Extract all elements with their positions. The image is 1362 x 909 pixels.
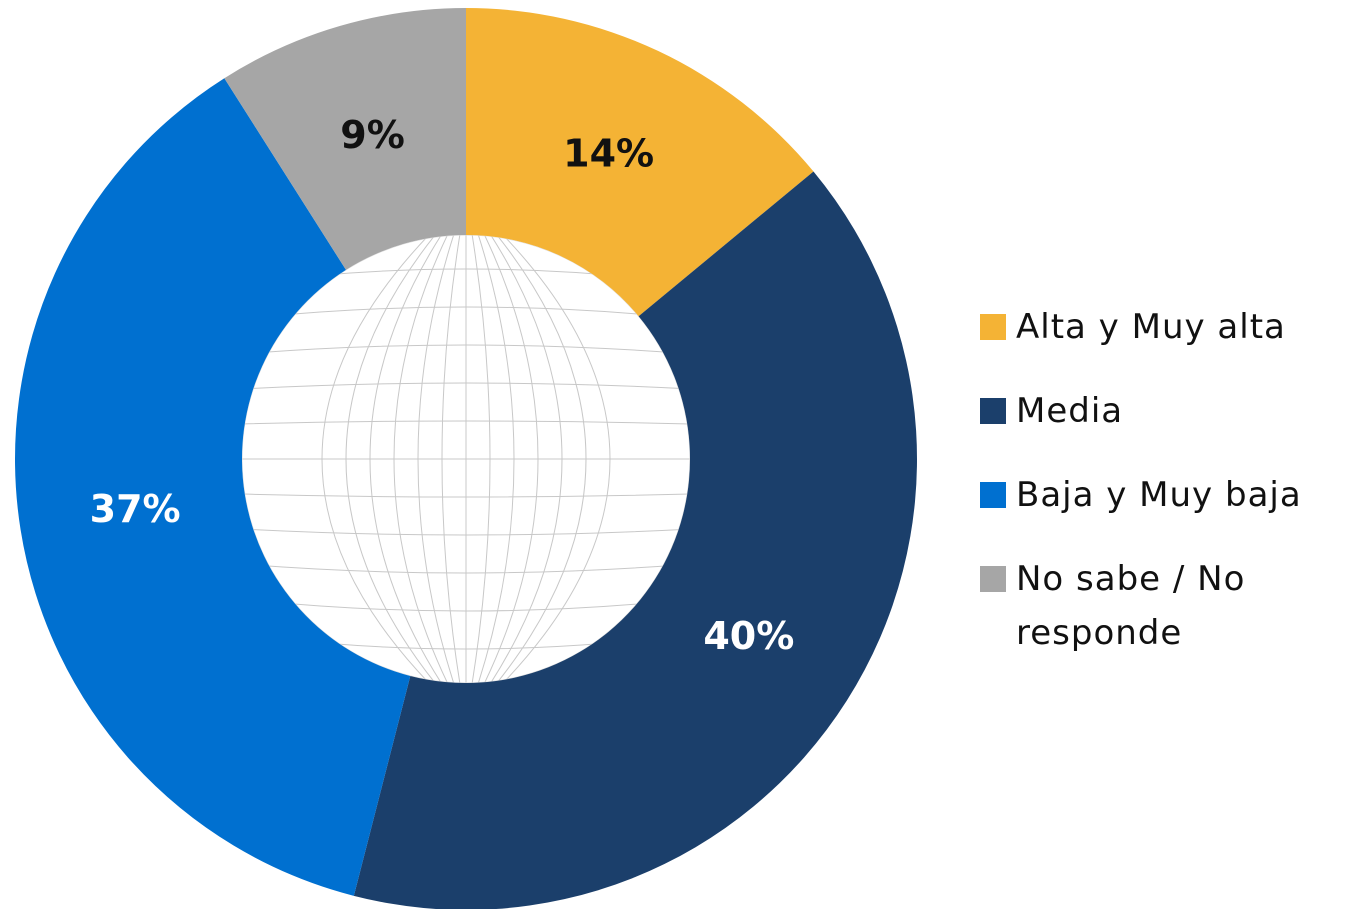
legend-label: Alta y Muy alta [1016, 307, 1286, 347]
globe-meridian [465, 235, 515, 683]
data-label: 40% [703, 614, 794, 658]
legend-label: Media [1016, 391, 1124, 431]
legend-swatch [980, 398, 1006, 424]
globe-meridian [465, 235, 539, 683]
legend-swatch [980, 566, 1006, 592]
legend-label: Baja y Muy baja [1016, 475, 1302, 515]
donut-slice [353, 171, 917, 909]
globe-parallel [242, 526, 690, 536]
globe-parallel [242, 560, 690, 574]
globe-parallel [242, 492, 690, 498]
legend-item: Media [980, 384, 1350, 438]
legend-swatch [980, 314, 1006, 340]
donut-slice [224, 8, 466, 270]
legend-item: Alta y Muy alta [980, 300, 1350, 354]
data-label: 37% [90, 487, 181, 531]
legend-item: Baja y Muy baja [980, 468, 1350, 522]
data-label: 9% [340, 113, 405, 157]
data-label: 14% [563, 131, 654, 175]
legend-label: No sabe / No responde [1016, 559, 1246, 653]
donut-slice [15, 78, 411, 896]
legend-swatch [980, 482, 1006, 508]
donut-slice [466, 8, 814, 317]
globe-meridian [465, 235, 587, 683]
globe-meridian [465, 235, 563, 683]
globe-meridian [465, 235, 491, 683]
globe-meridian [465, 235, 611, 683]
chart: 14% 40% 37% 9% [15, 8, 917, 909]
legend-item: No sabe / No responde [980, 552, 1350, 660]
legend: Alta y Muy alta Media Baja y Muy baja No sa… [980, 300, 1350, 690]
